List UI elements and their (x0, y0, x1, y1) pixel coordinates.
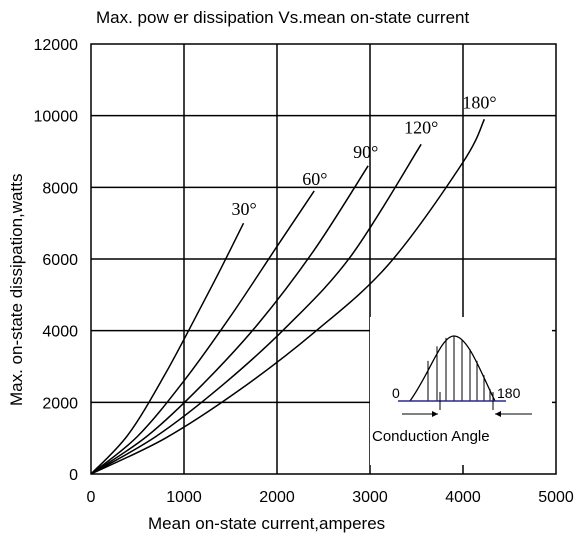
series-curves (90, 118, 486, 475)
series-label: 180° (462, 92, 496, 112)
y-tick-label: 4000 (42, 324, 78, 341)
inset-background (370, 317, 552, 465)
series-line (90, 118, 486, 475)
x-axis-title: Mean on-state current,amperes (148, 514, 385, 533)
series-line (90, 143, 422, 475)
x-tick-labels: 0 1000 2000 3000 4000 5000 (87, 489, 574, 506)
y-tick-labels: 0 2000 4000 6000 8000 10000 12000 (34, 37, 79, 484)
x-tick-label: 1000 (166, 489, 202, 506)
y-tick-label: 0 (69, 467, 78, 484)
series-line (90, 190, 315, 475)
series-labels: 30° 60° 90° 120° 180° (232, 92, 497, 219)
inset-left-label: 0 (392, 385, 400, 401)
chart-title: Max. pow er dissipation Vs.mean on-state… (96, 8, 470, 27)
conduction-angle-inset: 0 180 Conduction Angle (370, 317, 552, 465)
plot-border (90, 43, 557, 475)
x-tick-label: 3000 (352, 489, 388, 506)
inset-left-arrowhead (432, 411, 438, 417)
x-tick-label: 4000 (445, 489, 481, 506)
series-label: 60° (302, 169, 327, 189)
y-tick-label: 12000 (34, 37, 79, 54)
series-label: 90° (353, 142, 378, 162)
x-tick-label: 0 (87, 489, 96, 506)
x-tick-label: 5000 (538, 489, 574, 506)
inset-sine-wave (409, 335, 496, 402)
series-label: 30° (232, 199, 257, 219)
inset-right-arrowhead (495, 411, 501, 417)
inset-right-label: 180 (497, 385, 521, 401)
inset-caption: Conduction Angle (372, 428, 490, 445)
y-tick-label: 10000 (34, 109, 79, 126)
x-tick-label: 2000 (259, 489, 295, 506)
y-axis-title: Max. on-state dissipation,watts (7, 174, 26, 406)
grid-lines (91, 44, 556, 474)
y-tick-label: 8000 (42, 180, 78, 197)
inset-hatching (427, 336, 491, 401)
series-label: 120° (404, 117, 438, 137)
series-line (90, 222, 245, 475)
y-tick-label: 6000 (42, 252, 78, 269)
y-tick-label: 2000 (42, 395, 78, 412)
series-line (90, 165, 369, 475)
